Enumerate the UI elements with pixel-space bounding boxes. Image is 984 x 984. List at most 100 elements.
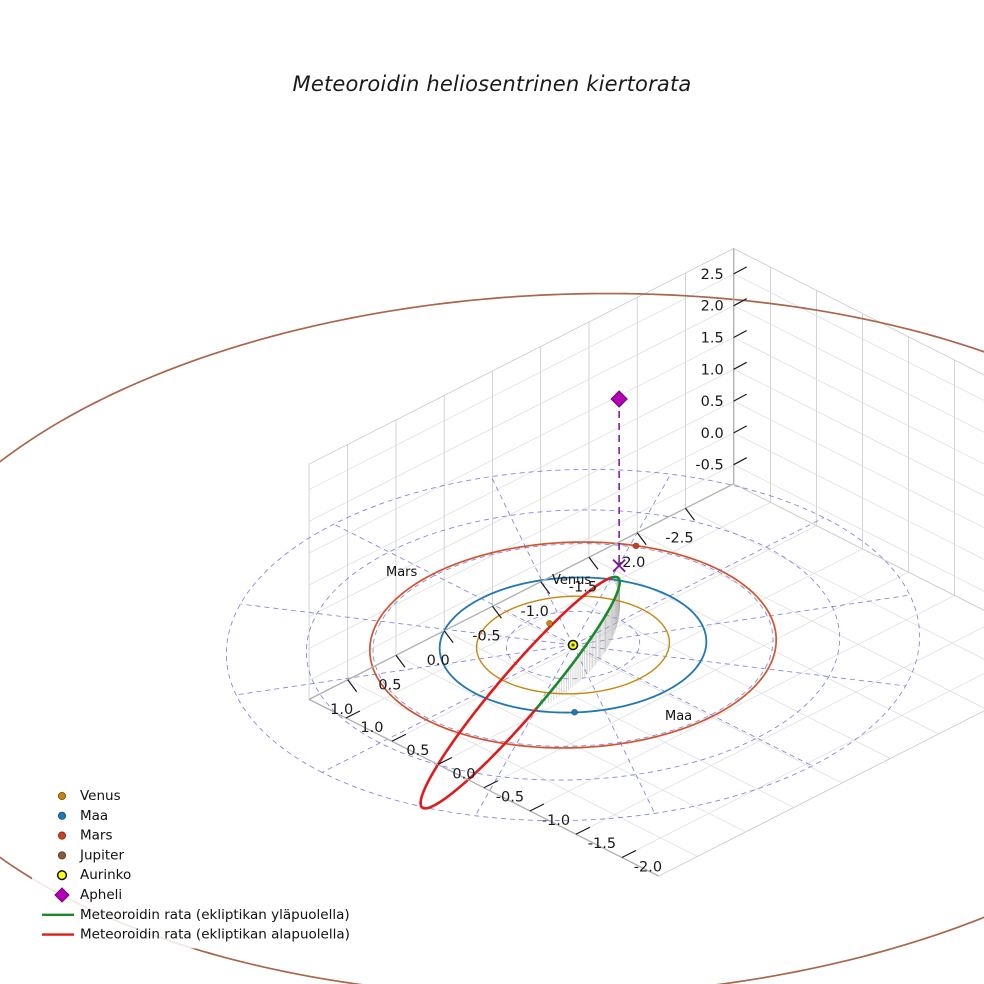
marker-venus: [546, 619, 553, 627]
floor-grid-y: [437, 548, 863, 765]
axis-tick-labels: 2.5 2.0 1.5 1.0 0.5 0.0 -0.5 -2.5 -2.0 -1.5 -1.0 -0…: [330, 267, 724, 876]
polar-grid-spoke: [572, 644, 813, 767]
legend-item[interactable]: Meteoroidin rata (ekliptikan yläpuolella…: [42, 907, 350, 923]
polar-grid-spoke: [240, 603, 574, 646]
z-tick-label: 0.0: [701, 426, 724, 442]
axes-panes-grid: [308, 247, 984, 877]
x-axis-tick: [491, 605, 502, 619]
venus-label: Venus: [552, 573, 591, 588]
legend[interactable]: Venus Maa Mars Jupiter Aurinko Apheli Meteoroi…: [32, 782, 350, 949]
y-tick-label: -0.5: [496, 790, 524, 806]
polar-grid-spoke: [572, 474, 672, 646]
z-axis-tick: [733, 393, 747, 402]
z-tick-label: 2.5: [701, 267, 724, 283]
z-axis-tick: [733, 457, 747, 466]
floor-grid-y: [529, 595, 955, 812]
aphelion-drop-line: [612, 399, 626, 573]
polar-grid-spoke: [572, 644, 906, 687]
legend-item[interactable]: Meteoroidin rata (ekliptikan alapuolella…: [42, 927, 350, 943]
polar-grid-spoke: [333, 523, 574, 646]
polar-grid-circle: [225, 468, 921, 822]
y-tick-label: 1.0: [360, 720, 383, 736]
legend-item[interactable]: Maa: [57, 808, 108, 824]
polar-grid-spoke: [572, 517, 825, 646]
wall-left-grid-z: [308, 464, 734, 681]
x-axis-tick: [443, 630, 454, 644]
legend-item[interactable]: Aurinko: [56, 867, 132, 883]
x-tick-label: -1.5: [569, 579, 597, 595]
y-tick-label: -1.0: [542, 813, 570, 829]
wall-back-grid-z: [733, 305, 984, 433]
z-axis-tick: [733, 266, 747, 275]
legend-label: Meteoroidin rata (ekliptikan yläpuolella…: [80, 907, 350, 923]
z-axis-tick: [733, 298, 747, 307]
x-tick-label: -2.0: [617, 555, 645, 571]
mars-label: Mars: [386, 565, 418, 580]
polar-grid-circle: [305, 509, 841, 781]
legend-item[interactable]: Jupiter: [57, 847, 124, 863]
wall-back-grid-z: [733, 273, 984, 401]
orbit-maa: [438, 576, 708, 714]
x-tick-label: -0.5: [472, 628, 500, 644]
y-tick-label: 0.5: [406, 743, 429, 759]
legend-label: Venus: [80, 788, 121, 804]
y-tick-label: -1.5: [588, 836, 616, 852]
wall-left-grid-z: [308, 432, 734, 649]
body-markers: [546, 390, 640, 716]
z-axis-tick: [733, 361, 747, 370]
orbit-venus: [475, 595, 671, 695]
marker-aurinko-core: [571, 643, 575, 647]
orbit-mars: [368, 541, 778, 749]
legend-label: Jupiter: [79, 847, 124, 863]
y-axis-tick: [345, 710, 361, 719]
y-axis-tick: [575, 826, 591, 835]
body-annotations: Mars Venus Maa: [386, 565, 692, 724]
z-tick-label: 0.5: [701, 394, 724, 410]
wall-back-grid-z: [733, 368, 984, 497]
legend-item[interactable]: Venus: [57, 788, 121, 804]
maa-label: Maa: [665, 709, 692, 724]
wall-back-grid-z: [733, 464, 984, 592]
legend-diamond-swatch: [54, 887, 70, 903]
page-title: Meteoroidin heliosentrinen kiertorata: [292, 72, 692, 96]
y-tick-label: 0.0: [452, 766, 475, 782]
meteoroid-orbit: [419, 575, 622, 810]
x-tick-label: 1.0: [330, 702, 353, 718]
floor-grid-y: [345, 502, 771, 719]
y-axis-tick: [391, 733, 407, 742]
z-tick-label: 2.0: [701, 299, 724, 315]
orbit-jupiter: [0, 292, 984, 984]
polar-grid-spoke: [474, 644, 574, 816]
x-axis-tick: [347, 679, 358, 693]
wall-back-grid-z: [733, 432, 984, 560]
legend-item[interactable]: Apheli: [54, 887, 122, 903]
x-axis-tick: [540, 581, 551, 595]
x-tick-label: -1.0: [521, 604, 549, 620]
legend-item[interactable]: Mars: [57, 828, 113, 844]
legend-label: Aurinko: [80, 867, 131, 883]
x-tick-label: 0.5: [378, 677, 401, 693]
axis-spines-ticks: [308, 248, 747, 877]
planet-orbits: [0, 292, 984, 984]
x-tick-label: -2.5: [665, 530, 693, 546]
floor-grid-y: [483, 571, 909, 789]
meteoroid-orbit-above-ecliptic: [534, 614, 607, 711]
wall-back-border: [733, 247, 984, 611]
polar-grid-spoke: [321, 644, 574, 773]
polar-grid-spoke: [572, 594, 910, 646]
z-tick-label: 1.5: [701, 331, 724, 347]
wall-left-grid-z: [308, 273, 734, 490]
z-axis-tick: [733, 425, 747, 434]
x-axis-spine: [308, 483, 734, 700]
legend-circle-swatch: [57, 791, 67, 801]
y-tick-label: -2.0: [634, 859, 662, 875]
marker-mars: [632, 542, 640, 550]
y-axis-tick: [483, 780, 499, 789]
floor-grid-y: [621, 673, 984, 858]
x-tick-label: 0.0: [427, 653, 450, 669]
z-tick-label: -0.5: [695, 458, 723, 474]
wall-left-grid-z: [308, 400, 734, 618]
polar-grid-spoke: [236, 644, 574, 696]
